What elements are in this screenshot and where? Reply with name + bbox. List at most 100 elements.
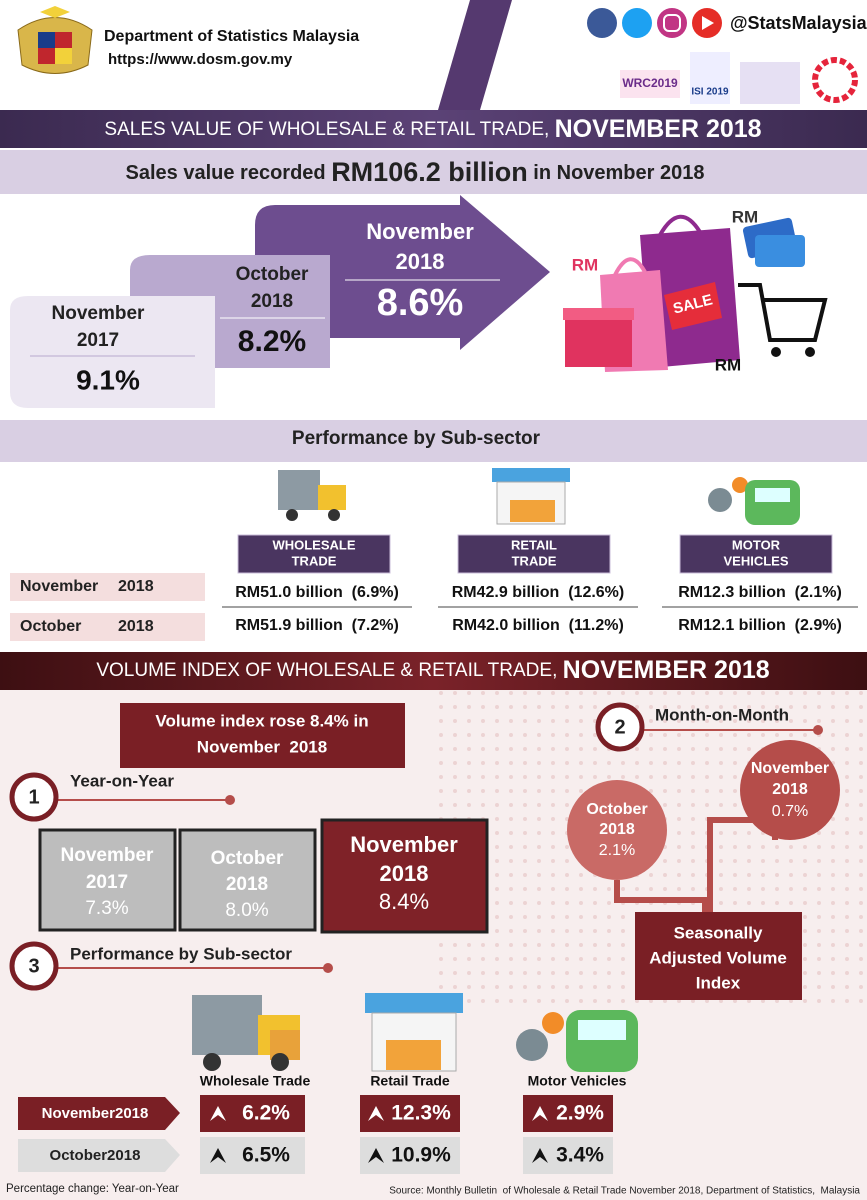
headline-part: RM106.2 billion [331,157,528,187]
note: Percentage change: Year-on-Year [6,1183,179,1195]
mom-text: 0.7% [772,803,808,820]
sales-value: RM12.3 billion (2.1%) [678,584,842,601]
headline-part: Sales value recorded [126,162,332,184]
mom-label: Seasonally [674,923,763,942]
mom-text: November [751,760,829,777]
step-period: November [366,219,474,244]
title-part: SALES VALUE OF WHOLESALE & RETAIL TRADE, [104,119,554,140]
mom-text: 2018 [599,821,635,838]
sector-name: Retail Trade [370,1073,450,1089]
volume-value: 12.3% [391,1102,451,1125]
sales-value: RM42.0 billion (11.2%) [452,617,624,634]
yoy-text: 2018 [226,874,268,895]
headline-part: in November 2018 [528,162,705,184]
yoy-text: 2017 [86,872,128,893]
value-boxes [200,1095,613,1174]
connector-dot [225,795,235,805]
sector-name: Motor Vehicles [528,1073,627,1089]
title-part: VOLUME INDEX OF WHOLESALE & RETAIL TRADE… [96,660,562,681]
sector-icons [278,468,800,525]
subsector-title: Performance by Sub-sector [292,428,541,449]
connector-dot [323,963,333,973]
yoy-title: Year-on-Year [70,771,174,790]
step-box [10,296,215,408]
badge-number: 1 [28,786,39,808]
sector-icons [192,993,638,1072]
row-label-box [10,573,205,601]
yoy-text: October [211,848,284,869]
mom-text: 2.1% [599,842,635,859]
sales-value: RM12.1 billion (2.9%) [678,617,842,634]
sales-value: RM51.0 billion (6.9%) [235,584,399,601]
mom-label-box [635,912,802,1000]
step-period: 2018 [251,291,293,312]
volume-value: 6.2% [242,1102,290,1125]
badge-number: 2 [614,716,625,738]
row-label-box [18,1097,180,1130]
mom-label: Index [696,973,741,992]
yoy-text: 8.4% [379,889,429,914]
sector-name: WHOLESALE [272,537,355,552]
sector-name: TRADE [292,553,337,568]
sales-value: RM42.9 billion (12.6%) [452,584,624,601]
logo-text: ISI 2019 [691,87,729,98]
yoy-text: November [61,845,155,866]
connector-dot [813,725,823,735]
step-value: 9.1% [76,364,140,395]
shopping-illustration [563,214,828,372]
yoy-text: November [350,832,458,857]
row-label-box [10,613,205,641]
social-handle: @StatsMalaysia [730,13,867,33]
header-stripe [438,0,512,110]
row-period: 2018 [118,618,154,635]
row-period: November2018 [42,1105,149,1122]
step-badge [9,941,59,991]
illustration-text: RM [732,207,758,226]
row-label-box [18,1139,180,1172]
yoy-box [38,828,177,932]
sector-name: VEHICLES [723,553,788,568]
section-band [0,652,867,690]
illustration-text: RM [572,255,598,274]
sector-headers [237,534,833,574]
sector-name: TRADE [512,553,557,568]
sales-value: RM51.9 billion (7.2%) [235,617,399,634]
volume-value: 10.9% [391,1144,451,1167]
mom-circle [567,780,667,880]
volume-value: 2.9% [556,1102,604,1125]
org-url: https://www.dosm.gov.my [108,51,293,68]
step-period: October [236,264,309,285]
mom-text: October [586,801,647,818]
coat-of-arms [17,6,93,74]
volume-value: 3.4% [556,1144,604,1167]
step-period: November [52,303,146,324]
title-part: NOVEMBER 2018 [563,656,770,684]
org-name: Department of Statistics Malaysia [104,28,359,45]
mom-title: Month-on-Month [655,705,789,724]
section-title: VOLUME INDEX OF WHOLESALE & RETAIL TRADE… [96,656,769,684]
section-title: SALES VALUE OF WHOLESALE & RETAIL TRADE,… [104,115,761,143]
subsector-title: Performance by Sub-sector [70,944,292,963]
step-badge [595,702,645,752]
volume-headline: November 2018 [197,737,327,756]
source: Source: Monthly Bulletin of Wholesale & … [389,1186,860,1197]
sector-name: MOTOR [732,537,781,552]
row-period: October2018 [50,1147,141,1164]
sales-headline: Sales value recorded RM106.2 billion in … [126,157,705,187]
partner-logos [620,52,858,104]
volume-headline-box [120,703,405,768]
mom-label: Adjusted Volume [649,948,787,967]
mom-circle [740,740,840,840]
section-band [0,110,867,148]
logo-text: WRC2019 [622,76,678,90]
step-period: 2018 [396,249,445,274]
step-period: 2017 [77,330,119,351]
badge-number: 3 [28,955,39,977]
headline-band [0,150,867,194]
title-part: NOVEMBER 2018 [555,115,762,143]
row-period: October [20,618,81,635]
yoy-text: 2018 [380,861,429,886]
yoy-box [178,828,317,932]
